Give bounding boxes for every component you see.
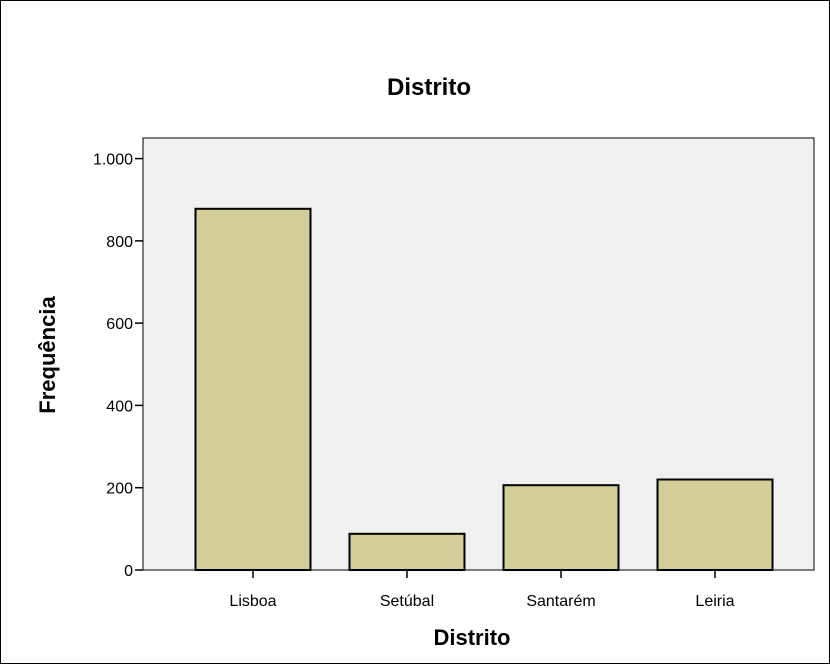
- y-tick-label: 600: [106, 316, 133, 333]
- bar-leiria: [656, 478, 774, 571]
- y-tick-label: 1.000: [93, 152, 133, 169]
- x-tick-label: Leiria: [695, 593, 734, 610]
- y-axis-title: Frequência: [35, 296, 60, 414]
- x-axis-title: Distrito: [434, 625, 511, 650]
- y-tick-label: 200: [106, 481, 133, 498]
- bar-lisboa: [194, 207, 312, 572]
- y-tick-label: 0: [124, 563, 133, 580]
- y-tick-label: 400: [106, 398, 133, 415]
- bar-setúbal: [348, 532, 466, 571]
- bars-group: [194, 207, 774, 572]
- x-tick-label: Santarém: [526, 593, 595, 610]
- x-axis: Lisboa Setúbal Santarém Leiria: [229, 570, 735, 610]
- y-axis: 0 200 400 600 800 1.000: [93, 152, 143, 580]
- y-tick-label: 800: [106, 234, 133, 251]
- x-tick-label: Setúbal: [380, 593, 434, 610]
- chart-title: Distrito: [387, 74, 471, 101]
- x-tick-label: Lisboa: [229, 593, 276, 610]
- bar-santarém: [502, 484, 620, 572]
